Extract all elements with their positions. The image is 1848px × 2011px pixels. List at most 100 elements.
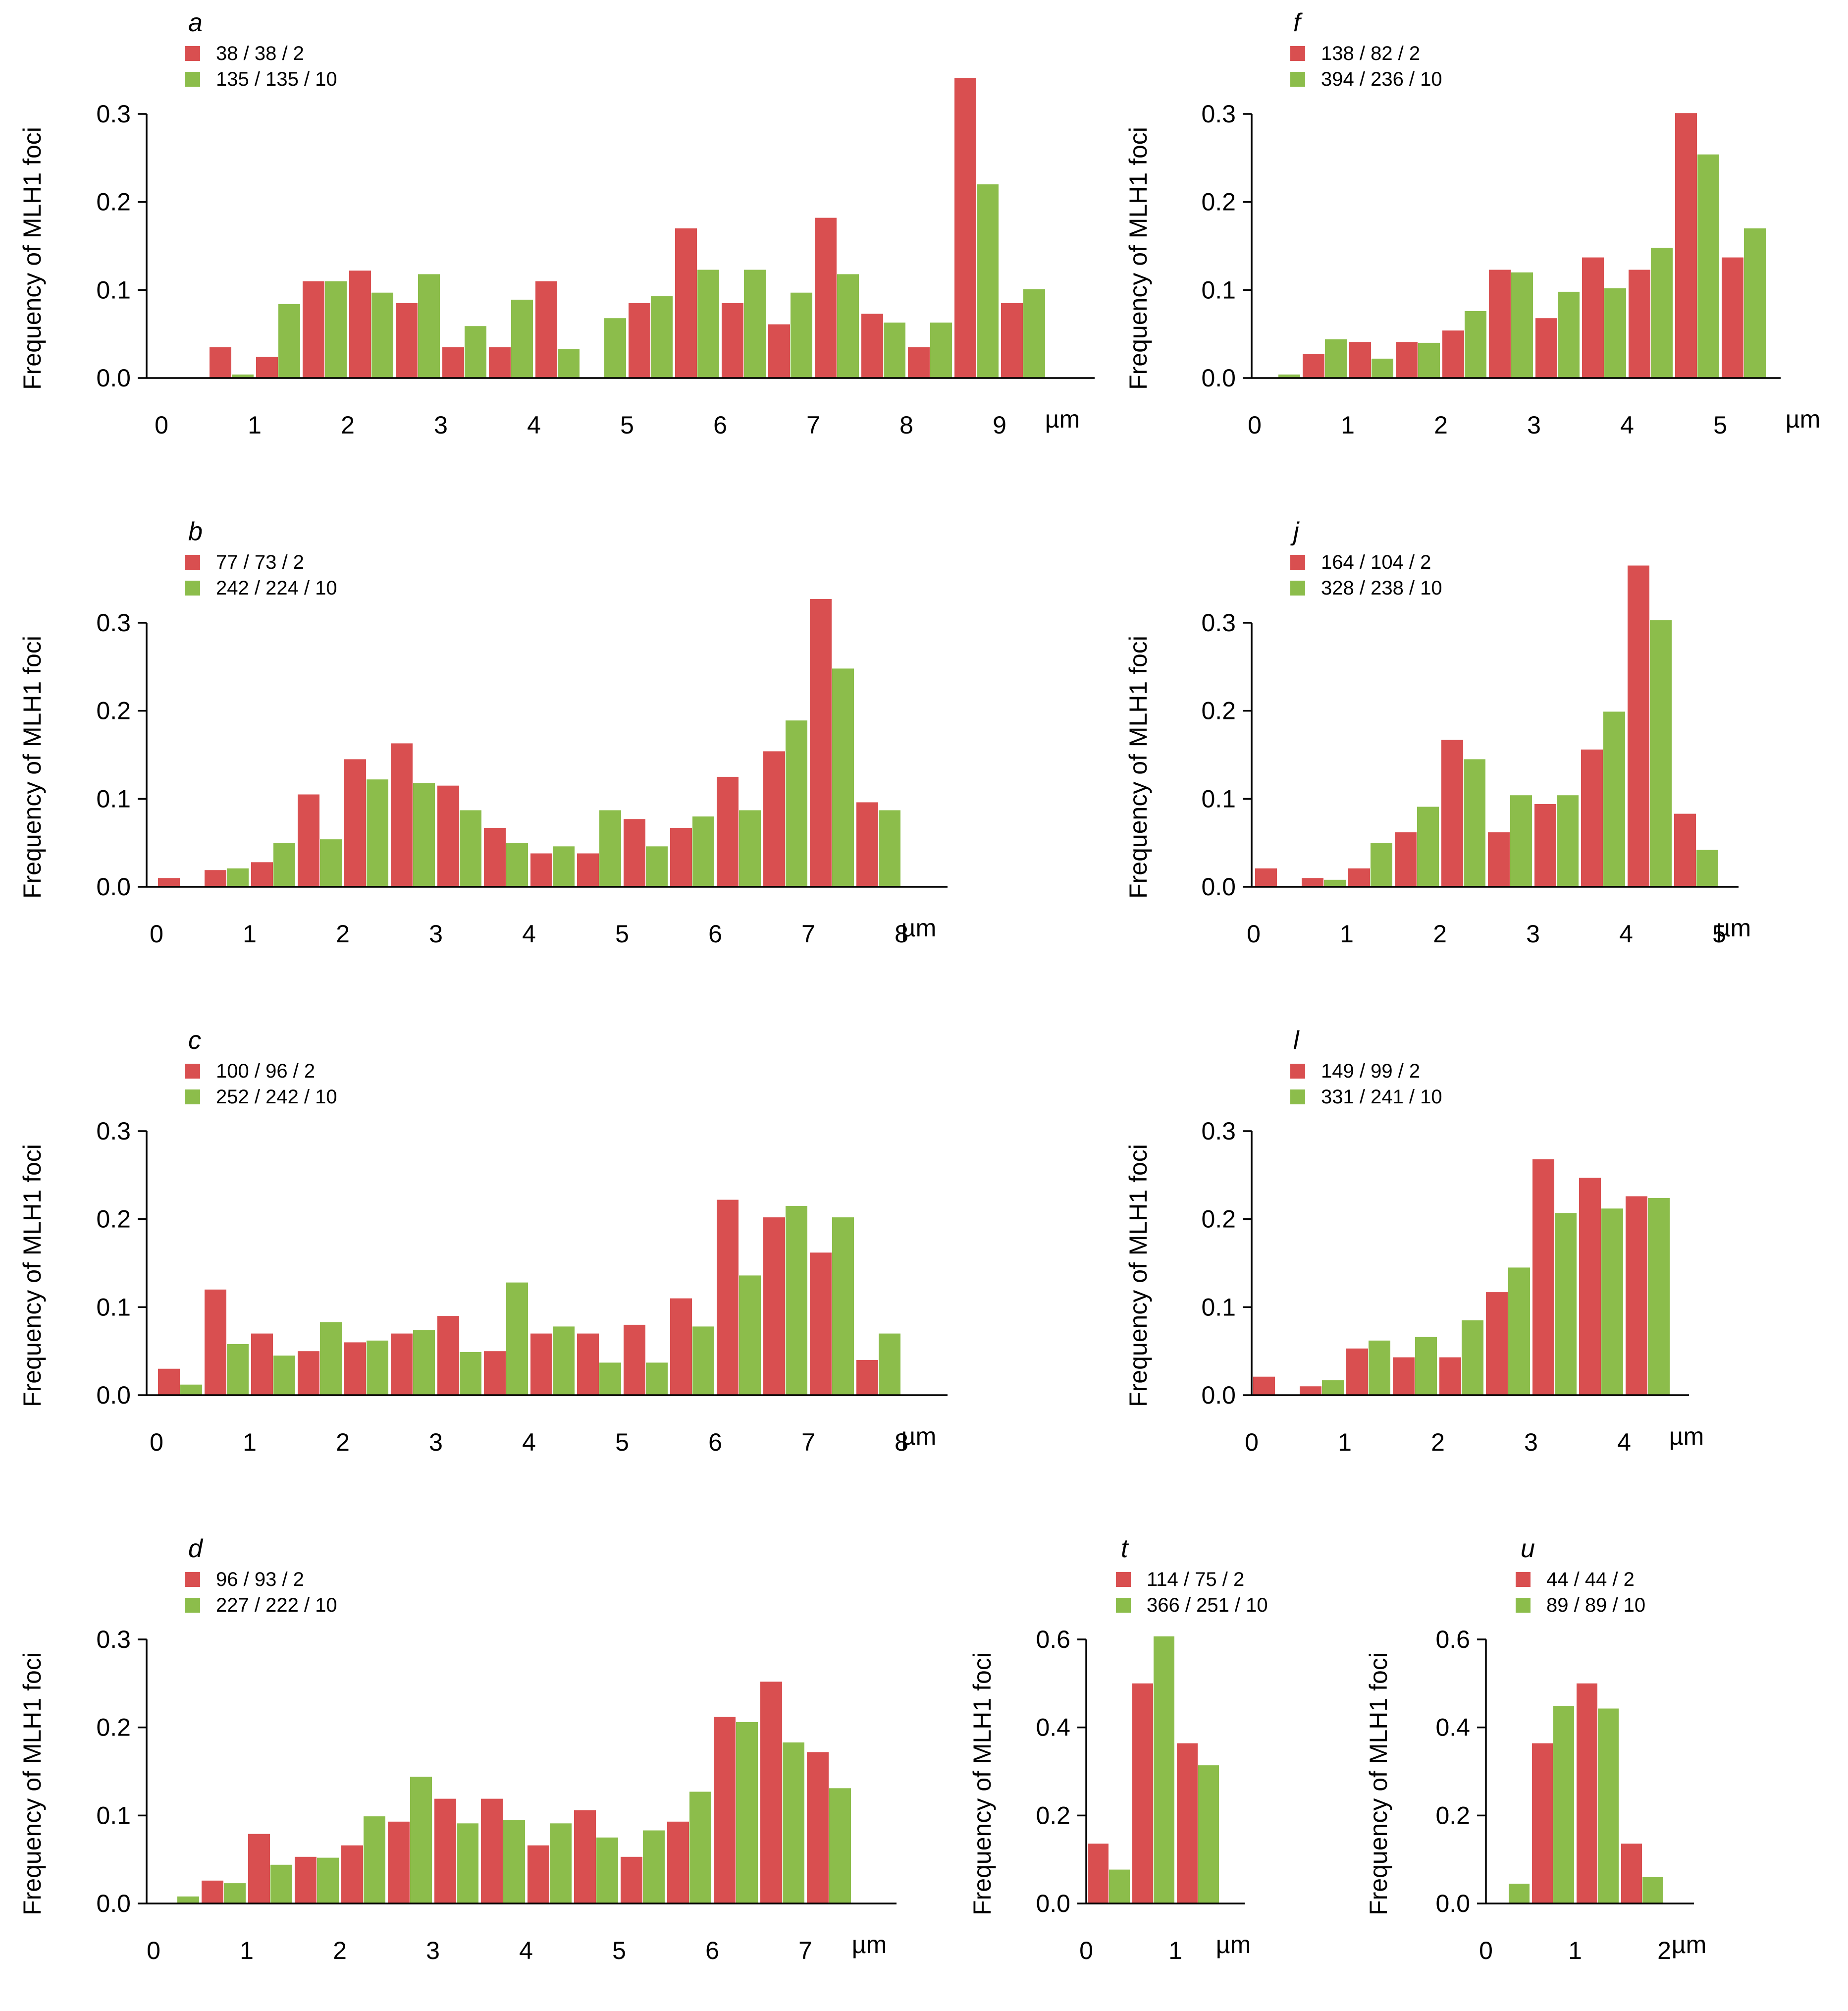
bar-red (1439, 1357, 1461, 1395)
bar-red (481, 1798, 503, 1903)
bar-red (577, 853, 599, 887)
bar-green (744, 270, 766, 378)
bar-red (1349, 342, 1371, 378)
y-tick-label: 0.1 (1201, 1293, 1236, 1321)
x-tick-label: 3 (434, 411, 448, 439)
bar-green (503, 1820, 525, 1903)
panel-letter: t (1121, 1534, 1129, 1563)
y-tick-label: 0.3 (96, 609, 131, 637)
legend-swatch (185, 1598, 200, 1613)
y-tick-label: 0.0 (1201, 1381, 1236, 1409)
bar-red (158, 1368, 180, 1395)
y-tick-label: 0.3 (96, 100, 131, 128)
x-tick-label: 3 (426, 1937, 440, 1964)
bar-green (278, 304, 300, 378)
legend-swatch (1290, 1064, 1305, 1079)
x-tick-label: 3 (1527, 411, 1541, 439)
bar-green (511, 299, 533, 378)
bar-red (1486, 1292, 1508, 1395)
bar-red (1581, 749, 1603, 887)
x-tick-label: 1 (1168, 1937, 1182, 1964)
bar-red (1441, 740, 1463, 887)
bar-green (553, 846, 575, 887)
y-axis-title: Frequency of MLH1 foci (1124, 636, 1152, 899)
bar-red (484, 1351, 506, 1395)
bar-green (1509, 1884, 1530, 1903)
bar-red (1396, 342, 1418, 378)
x-tick-label: 1 (248, 411, 262, 439)
bar-red (1303, 354, 1324, 378)
bar-red (1626, 1196, 1647, 1395)
x-tick-label: 0 (1245, 1428, 1259, 1456)
bar-green (506, 843, 528, 887)
x-tick-label: 2 (336, 1428, 350, 1456)
legend-label: 227 / 222 / 10 (216, 1594, 337, 1616)
bar-green (1462, 1320, 1483, 1395)
bar-green (1648, 1198, 1670, 1395)
y-tick-label: 0.0 (1201, 364, 1236, 392)
panel-letter: a (188, 8, 203, 37)
bar-green (460, 1352, 481, 1395)
bar-red (717, 1199, 739, 1395)
x-tick-label: 5 (1712, 920, 1726, 948)
x-tick-label: 5 (615, 920, 629, 948)
bar-green (646, 846, 668, 887)
bar-red (1393, 1357, 1415, 1395)
x-unit-label: µm (1669, 1422, 1704, 1450)
x-tick-label: 3 (1526, 920, 1540, 948)
bar-green (232, 374, 254, 378)
x-tick-label: 1 (1341, 411, 1355, 439)
bar-green (317, 1857, 339, 1903)
x-tick-label: 0 (1079, 1937, 1093, 1964)
bar-red (210, 347, 231, 378)
panel-letter: d (188, 1534, 204, 1563)
chart-panel-b: b 77 / 73 / 2 242 / 224 / 10 0.0 0.1 0.2 0.3 0 1… (18, 517, 948, 948)
x-tick-label: 3 (429, 1428, 443, 1456)
bar-red (577, 1333, 599, 1395)
bar-green (1465, 311, 1486, 378)
bar-green (739, 810, 761, 887)
y-axis-title: Frequency of MLH1 foci (18, 1652, 46, 1915)
bar-green (227, 868, 249, 887)
y-tick-label: 0.1 (96, 785, 131, 813)
bar-red (624, 819, 645, 887)
bar-red (768, 324, 790, 378)
legend-swatch (1516, 1598, 1531, 1613)
panel-letter: b (188, 517, 203, 546)
legend-swatch (1116, 1598, 1131, 1613)
y-tick-label: 0.0 (1036, 1890, 1070, 1917)
x-tick-label: 6 (713, 411, 727, 439)
bar-red (670, 828, 692, 887)
bar-green (1278, 374, 1300, 378)
y-axis-title: Frequency of MLH1 foci (968, 1652, 996, 1915)
x-tick-label: 8 (895, 1428, 908, 1456)
y-tick-label: 0.2 (1201, 697, 1236, 725)
y-tick-label: 0.0 (96, 364, 131, 392)
bar-green (270, 1864, 292, 1903)
bar-green (413, 783, 435, 887)
chart-panel-d: d 96 / 93 / 2 227 / 222 / 10 0.0 0.1 0.2 0.3 0 1… (18, 1534, 897, 1964)
bar-red (303, 281, 324, 378)
bar-green (604, 318, 626, 378)
bar-green (1696, 850, 1718, 887)
bar-red (1532, 1743, 1553, 1903)
x-tick-label: 5 (620, 411, 634, 439)
bar-green (1369, 1340, 1390, 1395)
x-tick-label: 4 (1620, 411, 1634, 439)
bar-red (1628, 565, 1649, 887)
x-tick-label: 4 (519, 1937, 533, 1964)
x-tick-label: 7 (801, 1428, 815, 1456)
bar-red (574, 1810, 596, 1903)
bar-green (367, 1340, 388, 1395)
bar-red (391, 1333, 413, 1395)
y-tick-label: 0.3 (1201, 1117, 1236, 1145)
legend-label: 366 / 251 / 10 (1147, 1594, 1268, 1616)
bar-red (815, 217, 837, 378)
bar-red (763, 751, 785, 887)
bar-green (832, 668, 854, 887)
bar-green (884, 323, 905, 378)
bar-green (646, 1362, 668, 1395)
x-tick-label: 4 (1617, 1428, 1631, 1456)
bar-green (325, 281, 347, 378)
bar-red (437, 785, 459, 887)
